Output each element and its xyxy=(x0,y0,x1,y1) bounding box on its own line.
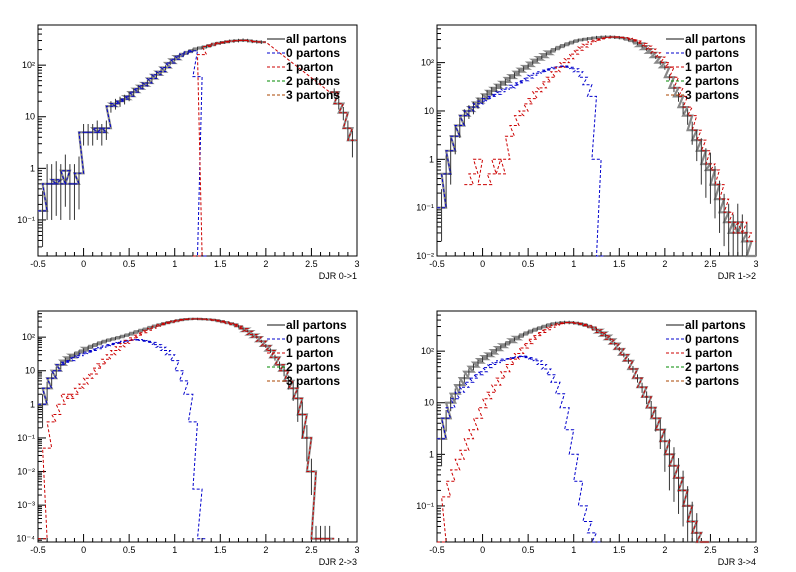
x-axis-title: DJR 3->4 xyxy=(718,557,756,567)
series-0-partons xyxy=(437,355,602,543)
x-tick-label: 2 xyxy=(263,545,268,555)
y-tick-label: 10⁻² xyxy=(17,467,35,477)
series-1-parton xyxy=(464,36,756,242)
x-tick-label: 3 xyxy=(354,545,359,555)
legend-label: 0 partons xyxy=(286,46,340,60)
legend-label: 1 parton xyxy=(286,60,333,74)
y-tick-label: 1 xyxy=(429,449,434,459)
plot-frame xyxy=(37,310,358,543)
x-tick-label: 2.5 xyxy=(305,259,318,269)
x-tick-label: 1.5 xyxy=(214,259,227,269)
x-axis-title: DJR 1->2 xyxy=(718,271,756,281)
legend-label: 2 partons xyxy=(685,360,739,374)
legend-label: 0 partons xyxy=(685,46,739,60)
x-tick-label: 1 xyxy=(172,545,177,555)
legend-label: all partons xyxy=(286,318,347,332)
x-tick-label: 2 xyxy=(263,259,268,269)
legend-label: all partons xyxy=(685,318,746,332)
x-tick-label: 1.5 xyxy=(613,259,626,269)
series-1-parton xyxy=(192,39,357,257)
y-tick-label: 1 xyxy=(30,399,35,409)
y-tick-label: 10² xyxy=(421,346,434,356)
legend-label: 2 partons xyxy=(286,74,340,88)
x-tick-label: -0.5 xyxy=(30,259,46,269)
x-tick-label: 2.5 xyxy=(305,545,318,555)
x-tick-label: 2 xyxy=(662,259,667,269)
legend-label: 3 partons xyxy=(286,88,340,102)
y-tick-label: 10 xyxy=(25,112,35,122)
x-tick-label: 2.5 xyxy=(704,545,717,555)
x-tick-label: 0.5 xyxy=(522,259,535,269)
x-tick-label: -0.5 xyxy=(429,545,445,555)
chart-panel-4: -0.5 0 0.5 1 1.5 2 2.5 3 10⁻¹ 1 10 10² DJR 3->4 all p… xyxy=(416,310,759,567)
series-1-parton xyxy=(437,321,711,543)
x-tick-label: -0.5 xyxy=(429,259,445,269)
x-tick-label: 3 xyxy=(354,259,359,269)
chart-panel-1: -0.5 0 0.5 1 1.5 2 2.5 3 10⁻¹ 1 10 10² DJR 0->1 all p… xyxy=(17,24,360,281)
y-tick-label: 10 xyxy=(25,366,35,376)
x-axis-title: DJR 2->3 xyxy=(319,557,357,567)
legend-label: all partons xyxy=(286,32,347,46)
x-tick-label: 1 xyxy=(571,545,576,555)
legend-label: 1 parton xyxy=(286,346,333,360)
y-tick-label: 10⁻¹ xyxy=(17,215,35,225)
y-tick-label: 10⁻² xyxy=(416,251,434,261)
x-tick-label: 2.5 xyxy=(704,259,717,269)
x-tick-label: 2 xyxy=(662,545,667,555)
series-1-parton xyxy=(38,318,335,540)
y-tick-label: 10⁻¹ xyxy=(416,203,434,213)
legend-label: 1 parton xyxy=(685,60,732,74)
x-tick-label: -0.5 xyxy=(30,545,46,555)
x-tick-label: 1.5 xyxy=(613,545,626,555)
y-tick-label: 10⁻⁴ xyxy=(16,534,35,544)
legend-label: 2 partons xyxy=(685,74,739,88)
y-tick-label: 10² xyxy=(22,60,35,70)
legend-label: 0 partons xyxy=(685,332,739,346)
y-tick-label: 10² xyxy=(421,58,434,68)
series-0-partons xyxy=(38,339,207,540)
x-tick-label: 0 xyxy=(480,259,485,269)
x-tick-label: 0.5 xyxy=(522,545,535,555)
x-tick-label: 1 xyxy=(571,259,576,269)
y-tick-label: 10⁻³ xyxy=(17,500,35,510)
x-axis-title: DJR 0->1 xyxy=(319,271,357,281)
x-tick-label: 1 xyxy=(172,259,177,269)
y-tick-label: 10² xyxy=(22,332,35,342)
x-tick-label: 0.5 xyxy=(123,545,136,555)
series-0-partons xyxy=(437,65,606,257)
x-tick-label: 3 xyxy=(753,259,758,269)
x-tick-label: 3 xyxy=(753,545,758,555)
legend-label: 3 partons xyxy=(286,374,340,388)
x-tick-label: 0 xyxy=(81,545,86,555)
y-tick-label: 10⁻¹ xyxy=(416,501,434,511)
legend-label: 3 partons xyxy=(685,374,739,388)
plot-frame xyxy=(436,310,757,543)
y-tick-label: 10 xyxy=(424,106,434,116)
legend-label: 2 partons xyxy=(286,360,340,374)
y-tick-label: 1 xyxy=(429,154,434,164)
legend-label: all partons xyxy=(685,32,746,46)
y-tick-label: 10 xyxy=(424,398,434,408)
y-tick-label: 1 xyxy=(30,163,35,173)
legend-label: 3 partons xyxy=(685,88,739,102)
x-tick-label: 1.5 xyxy=(214,545,227,555)
series-0-partons xyxy=(38,50,207,257)
x-tick-label: 0.5 xyxy=(123,259,136,269)
x-tick-label: 0 xyxy=(81,259,86,269)
legend-label: 0 partons xyxy=(286,332,340,346)
chart-panel-2: -0.5 0 0.5 1 1.5 2 2.5 3 10⁻² 10⁻¹ 1 10 10² DJR 1->2 a… xyxy=(416,24,759,281)
legend-label: 1 parton xyxy=(685,346,732,360)
x-tick-label: 0 xyxy=(480,545,485,555)
y-tick-label: 10⁻¹ xyxy=(17,433,35,443)
chart-panel-3: -0.5 0 0.5 1 1.5 2 2.5 3 10⁻⁴ 10⁻³ 10⁻² 10⁻¹ 1 10 10² D… xyxy=(16,310,360,567)
